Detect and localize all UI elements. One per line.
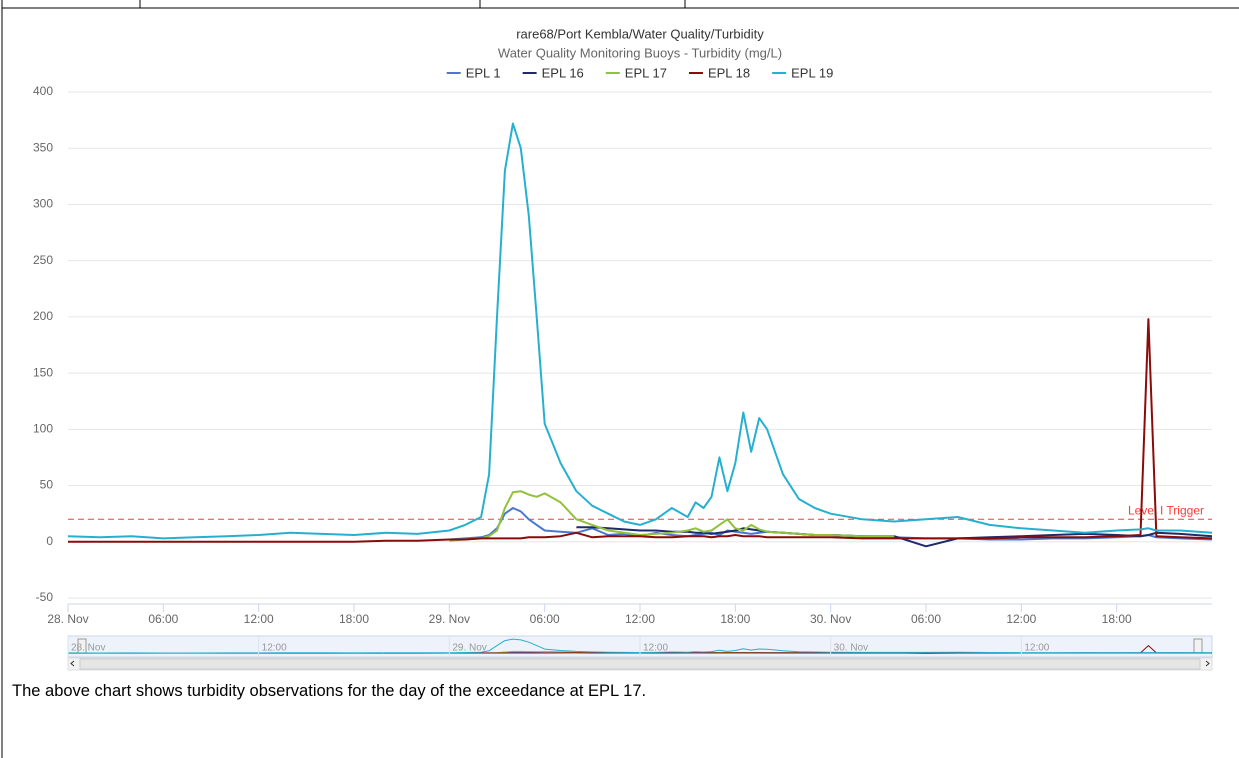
chart-subtitle: Water Quality Monitoring Buoys - Turbidi… <box>498 45 782 60</box>
x-tick-label: 12:00 <box>1006 612 1036 626</box>
legend-label: EPL 1 <box>466 65 501 80</box>
scrollbar-thumb[interactable] <box>79 658 1201 670</box>
legend-label: EPL 18 <box>708 65 750 80</box>
legend-label: EPL 17 <box>625 65 667 80</box>
y-tick-label: 350 <box>33 140 53 154</box>
x-tick-label: 29. Nov <box>429 612 470 626</box>
x-tick-label: 18:00 <box>1102 612 1132 626</box>
y-tick-label: 300 <box>33 197 53 211</box>
x-tick-label: 30. Nov <box>810 612 851 626</box>
navigator-tick-label: 12:00 <box>1024 643 1049 654</box>
caption: The above chart shows turbidity observat… <box>12 682 647 700</box>
navigator-tick-label: 12:00 <box>643 643 668 654</box>
x-tick-label: 12:00 <box>625 612 655 626</box>
x-tick-label: 18:00 <box>720 612 750 626</box>
legend-label: EPL 16 <box>542 65 584 80</box>
x-tick-label: 06:00 <box>530 612 560 626</box>
y-tick-label: 0 <box>46 534 53 548</box>
navigator-line <box>67 638 1213 654</box>
scroll-arrows <box>70 660 1210 667</box>
navigator-tick-label: 28. Nov <box>71 643 105 654</box>
y-tick-label: 400 <box>33 84 53 98</box>
legend-item: EPL 19 <box>772 65 833 80</box>
y-tick-label: 250 <box>33 253 53 267</box>
y-tick-label: 50 <box>40 478 54 492</box>
legend: EPL 1 EPL 16 EPL 17 EPL 18 EPL 19 <box>446 65 833 80</box>
navigator-handle[interactable] <box>1193 638 1203 654</box>
y-tick-label: 100 <box>33 422 53 436</box>
y-tick-label: -50 <box>36 590 54 604</box>
series-line <box>67 122 1213 540</box>
y-tick-label: 200 <box>33 309 53 323</box>
legend-item: EPL 17 <box>605 65 667 80</box>
x-tick-label: 12:00 <box>244 612 274 626</box>
chart-title: rare68/Port Kembla/Water Quality/Turbidi… <box>516 26 764 41</box>
legend-item: EPL 16 <box>522 65 584 80</box>
plot-line-label: Level I Trigger <box>1128 503 1204 517</box>
legend-item: EPL 1 <box>446 65 501 80</box>
x-tick-label: 28. Nov <box>47 612 88 626</box>
legend-item: EPL 18 <box>688 65 750 80</box>
navigator-tick-label: 29. Nov <box>452 643 486 654</box>
series-line <box>68 318 1213 543</box>
y-tick-label: 150 <box>33 365 53 379</box>
x-tick-label: 06:00 <box>911 612 941 626</box>
navigator-tick-label: 12:00 <box>262 643 287 654</box>
x-tick-label: 06:00 <box>148 612 178 626</box>
legend-label: EPL 19 <box>791 65 833 80</box>
x-tick-label: 18:00 <box>339 612 369 626</box>
series-line <box>449 490 895 542</box>
navigator-tick-label: 30. Nov <box>834 643 868 654</box>
